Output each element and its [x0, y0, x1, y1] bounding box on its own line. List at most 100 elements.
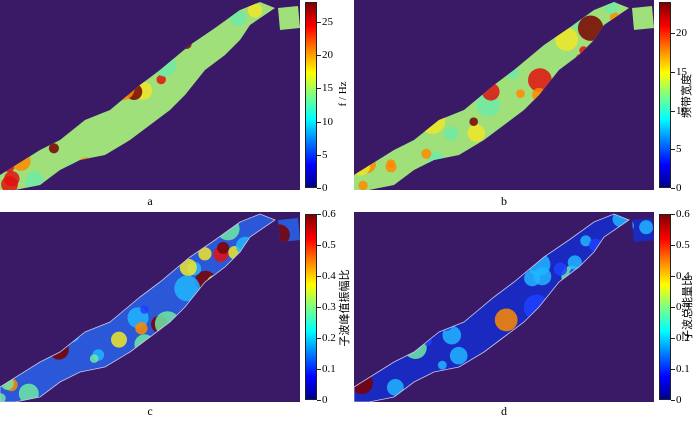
heatmap-blob: [111, 331, 127, 348]
colorbar-tick-mark: [671, 188, 675, 189]
panel-letter-b: b: [501, 194, 507, 208]
colorbar-tick-label: 10: [676, 105, 687, 117]
region-outline: [354, 213, 630, 402]
colorbar-tick-label: 0.3: [322, 301, 336, 313]
heatmap-blob: [135, 322, 148, 335]
heatmap-blob: [639, 220, 654, 235]
colorbar-tick-mark: [671, 245, 675, 246]
heatmap-blob: [89, 354, 99, 363]
colorbar-tick-label: 0.2: [676, 332, 690, 344]
heatmap-blob: [140, 305, 149, 314]
heatmap-blob: [567, 255, 582, 270]
colorbar-tick-label: 0.6: [322, 208, 336, 220]
colorbar-tick-label: 25: [322, 16, 333, 28]
colorbar-tick-mark: [317, 338, 321, 339]
colorbar-tick-label: 15: [322, 82, 333, 94]
heatmap-blob: [387, 379, 404, 396]
heatmap-blob: [421, 148, 432, 159]
panel-letter-d: d: [501, 404, 507, 418]
colorbar-label-c: 子波峰值振幅比: [339, 269, 351, 347]
heatmap-blob: [358, 180, 368, 190]
colorbar-tick-mark: [317, 214, 321, 215]
colorbar-tick-label: 5: [322, 149, 328, 161]
colorbar-tick-mark: [317, 122, 321, 123]
heatmap-blob: [247, 3, 263, 18]
colorbar-tick-mark: [317, 245, 321, 246]
colorbar-tick-label: 0.1: [676, 363, 690, 375]
colorbar-tick-mark: [671, 149, 675, 150]
heatmap-svg-c: [0, 212, 300, 402]
heatmap-blob: [555, 27, 579, 51]
colorbar-tick-mark: [317, 88, 321, 89]
colorbar-tick-label: 0.6: [676, 208, 690, 220]
heatmap-blob: [174, 275, 201, 302]
colorbar-tick-label: 0: [322, 182, 328, 194]
colorbar-tick-label: 0.5: [676, 239, 690, 251]
heatmap-blob: [467, 124, 486, 142]
colorbar-tick-label: 0.3: [676, 301, 690, 313]
colorbar-tick-label: 20: [322, 49, 333, 61]
heatmap-blob: [217, 241, 230, 254]
heatmap-blob: [156, 74, 166, 85]
colorbar-tick-mark: [671, 276, 675, 277]
colorbar-tick-label: 15: [676, 66, 687, 78]
heatmap-blob: [528, 68, 552, 92]
colorbar-tick-mark: [671, 307, 675, 308]
colorbar-c: [305, 214, 317, 400]
heatmap-blob: [444, 126, 459, 141]
heatmap-blob: [516, 89, 525, 98]
colorbar-tick-label: 0.4: [322, 270, 336, 282]
region-outline: [0, 213, 276, 402]
colorbar-tick-label: 0.4: [676, 270, 690, 282]
colorbar-tick-mark: [317, 55, 321, 56]
colorbar-d: [659, 214, 671, 400]
colorbar-label-b: 频带宽度: [681, 74, 693, 118]
heatmap-blob: [437, 360, 447, 370]
heatmap-svg-a: [0, 0, 300, 190]
heatmap-a: [0, 0, 300, 190]
colorbar-tick-mark: [671, 214, 675, 215]
heatmap-svg-d: [354, 212, 654, 402]
heatmap-blob: [577, 15, 604, 41]
colorbar-tick-mark: [317, 369, 321, 370]
colorbar-tick-mark: [317, 155, 321, 156]
colorbar-b: [659, 2, 671, 188]
heatmap-blob: [580, 235, 592, 247]
heatmap-blob: [469, 117, 478, 126]
colorbar-tick-mark: [317, 22, 321, 23]
panel-letter-c: c: [147, 404, 153, 418]
heatmap-c: [0, 212, 300, 402]
colorbar-tick-mark: [671, 338, 675, 339]
colorbar-tick-mark: [317, 307, 321, 308]
colorbar-tick-label: 0.2: [322, 332, 336, 344]
colorbar-tick-label: 0.5: [322, 239, 336, 251]
colorbar-tick-mark: [317, 188, 321, 189]
colorbar-tick-label: 20: [676, 27, 687, 39]
colorbar-tick-label: 0: [676, 394, 682, 406]
colorbar-tick-label: 5: [676, 143, 682, 155]
heatmap-blob: [449, 346, 468, 365]
colorbar-label-d: 子波总能量比: [682, 275, 694, 341]
colorbar-label-a: f / Hz: [337, 81, 349, 107]
heatmap-blob: [553, 262, 568, 276]
colorbar-tick-label: 0: [676, 182, 682, 194]
colorbar-tick-mark: [317, 276, 321, 277]
colorbar-a: [305, 2, 317, 188]
heatmap-blob: [1, 176, 18, 190]
colorbar-tick-label: 10: [322, 116, 333, 128]
heatmap-d: [354, 212, 654, 402]
colorbar-tick-mark: [671, 111, 675, 112]
heatmap-blob: [198, 247, 212, 261]
colorbar-tick-mark: [671, 72, 675, 73]
heatmap-blob: [494, 308, 518, 332]
heatmap-blob: [48, 143, 60, 154]
heatmap-blob: [179, 258, 197, 277]
colorbar-tick-mark: [671, 400, 675, 401]
heatmap-blob: [386, 159, 396, 169]
heatmap-svg-b: [354, 0, 654, 190]
colorbar-tick-label: 0: [322, 394, 328, 406]
heatmap-b: [354, 0, 654, 190]
heatmap-blob: [0, 393, 6, 402]
heatmap-blob: [524, 270, 541, 287]
colorbar-tick-mark: [317, 400, 321, 401]
